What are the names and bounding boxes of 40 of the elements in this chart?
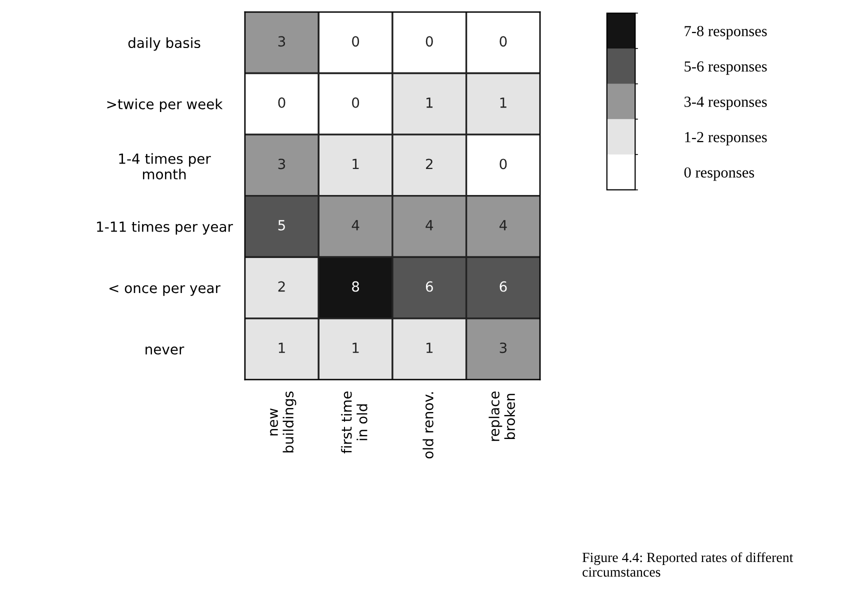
data-label: 0 <box>426 36 433 47</box>
x-tick-label: old renov. <box>422 392 434 458</box>
data-label: 0 <box>352 36 360 47</box>
data-label: 1 <box>426 342 433 353</box>
data-label: 1 <box>426 98 433 108</box>
data-label: 0 <box>500 36 507 47</box>
data-label: 1 <box>352 342 359 353</box>
data-label: 4 <box>426 220 434 230</box>
data-label: 1 <box>500 98 506 108</box>
y-tick-label: < once per year <box>110 284 220 296</box>
data-label: 6 <box>426 281 433 292</box>
x-tick-label: first time in old <box>341 392 368 454</box>
data-label: 2 <box>426 158 432 169</box>
data-label: 0 <box>352 97 360 108</box>
data-label: 1 <box>352 158 359 169</box>
data-label: 4 <box>499 220 507 230</box>
data-label: 8 <box>352 281 360 292</box>
color-bar-label: 3-4 responses <box>684 96 767 110</box>
data-label: 3 <box>278 36 286 47</box>
data-label: 0 <box>500 158 507 170</box>
data-label: 5 <box>278 220 285 230</box>
caption: Figure 4.4: Reported rates of different circumstances <box>582 552 794 577</box>
color-bar-label: 7-8 responses <box>684 26 767 40</box>
y-tick-label: 1-11 times per year <box>97 221 233 235</box>
data-label: 3 <box>500 342 507 354</box>
data-label: 6 <box>500 281 507 292</box>
x-tick-label: new buildings <box>270 391 296 452</box>
data-label: 4 <box>352 220 360 230</box>
color-bar-label: 1-2 responses <box>685 132 767 146</box>
data-label: 2 <box>278 281 285 292</box>
data-label: 3 <box>278 158 286 170</box>
y-tick-label: never <box>146 346 184 355</box>
data-label: 0 <box>278 97 286 108</box>
x-tick-label: replace broken <box>488 392 516 441</box>
color-bar-label: 0 responses <box>684 167 754 181</box>
data-label: 1 <box>278 342 285 353</box>
y-tick-label: >twice per week <box>107 98 223 112</box>
y-tick-label: daily basis <box>128 37 200 51</box>
color-bar-label: 5-6 responses <box>684 61 767 75</box>
y-tick-label: 1-4 times per month <box>119 153 211 180</box>
